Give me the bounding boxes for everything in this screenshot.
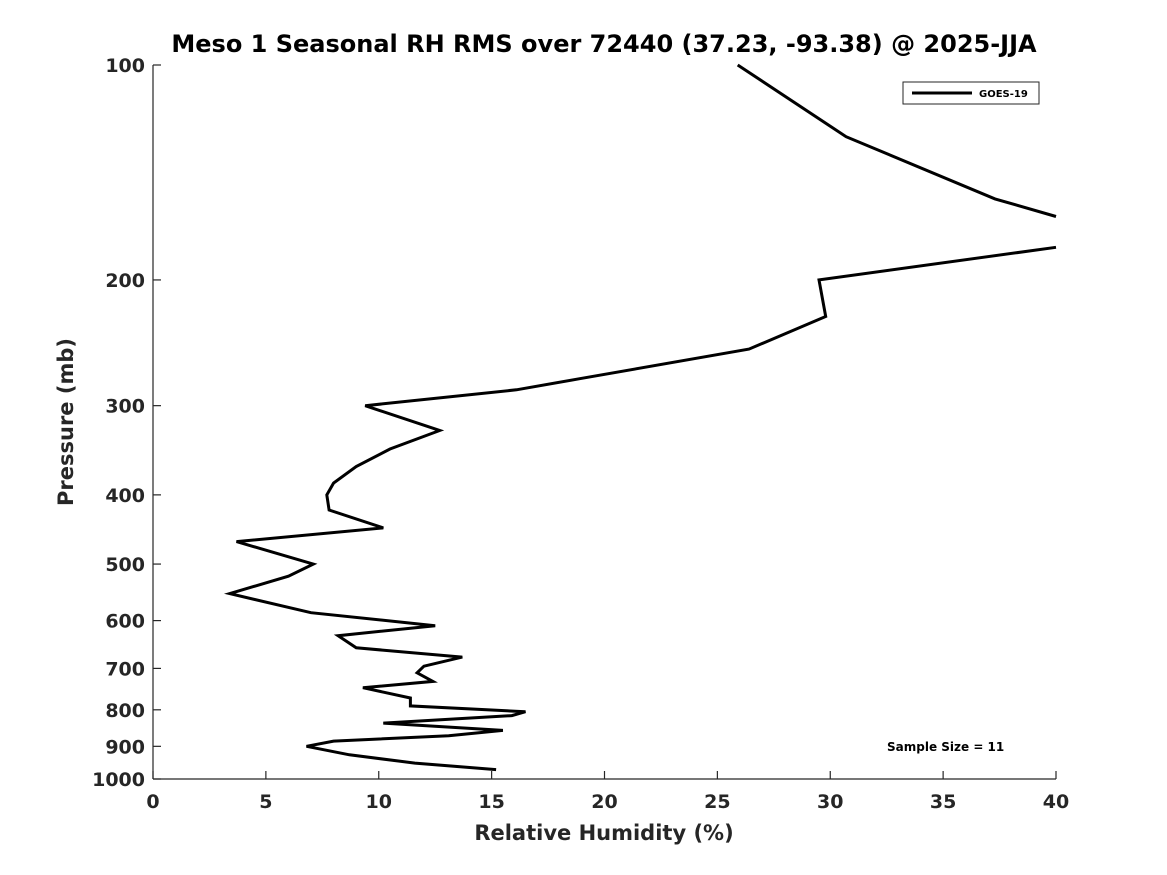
y-tick-label: 700 <box>105 658 145 680</box>
y-tick-label: 100 <box>105 55 145 77</box>
y-tick-label: 500 <box>105 554 145 576</box>
chart-title: Meso 1 Seasonal RH RMS over 72440 (37.23… <box>171 30 1037 58</box>
x-tick-label: 20 <box>591 791 617 813</box>
y-axis-ticks: 100 200 300 400 500 600 700 800 900 1000 <box>92 55 161 791</box>
x-tick-label: 30 <box>817 791 843 813</box>
series-line-goes-19 <box>736 63 1057 218</box>
sample-size-annotation: Sample Size = 11 <box>887 740 1004 754</box>
y-tick-label: 1000 <box>92 769 145 791</box>
x-axis-label: Relative Humidity (%) <box>474 821 733 845</box>
y-axis-label: Pressure (mb) <box>54 338 78 506</box>
y-tick-label: 600 <box>105 611 145 633</box>
x-tick-label: 25 <box>704 791 730 813</box>
y-tick-label: 200 <box>105 270 145 292</box>
y-tick-label: 400 <box>105 485 145 507</box>
x-tick-label: 5 <box>259 791 272 813</box>
series-line-goes-19 <box>223 245 1057 772</box>
legend-entry-goes-19: GOES-19 <box>979 89 1028 100</box>
x-tick-label: 15 <box>478 791 504 813</box>
x-tick-label: 10 <box>366 791 392 813</box>
y-tick-label: 900 <box>105 736 145 758</box>
x-axis-ticks: 0 5 10 15 20 25 30 35 40 <box>146 771 1069 813</box>
series-layer <box>223 63 1057 772</box>
y-tick-label: 800 <box>105 700 145 722</box>
x-tick-label: 0 <box>146 791 159 813</box>
y-tick-label: 300 <box>105 396 145 418</box>
legend: GOES-19 <box>902 81 1040 105</box>
plot-area <box>152 63 1057 780</box>
x-tick-label: 35 <box>930 791 956 813</box>
plot-background <box>153 65 1056 779</box>
x-tick-label: 40 <box>1043 791 1069 813</box>
